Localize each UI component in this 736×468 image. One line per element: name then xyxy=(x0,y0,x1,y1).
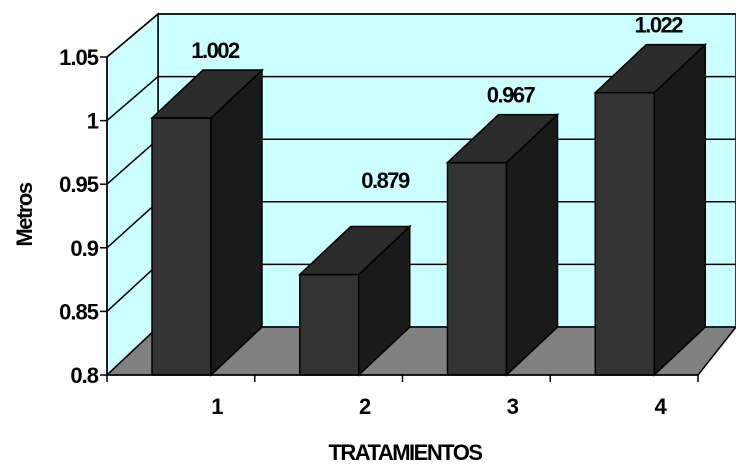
y-tick-label: 0.95 xyxy=(59,172,99,197)
bar-top xyxy=(445,113,560,164)
chart-side-wall xyxy=(106,12,159,377)
y-tick-label: 1.05 xyxy=(59,45,99,70)
bar-front xyxy=(594,91,655,376)
data-label: 0.967 xyxy=(487,83,536,108)
x-axis-label: TRATAMIENTOS xyxy=(328,440,482,465)
x-tick-label: 4 xyxy=(655,394,668,419)
bar xyxy=(593,42,708,377)
bar-side xyxy=(653,42,706,377)
gridline xyxy=(106,13,736,58)
bar-top xyxy=(593,43,708,94)
x-axis: 1 2 3 4 xyxy=(106,374,699,419)
bar-front xyxy=(446,161,508,376)
y-tick-label: 0.9 xyxy=(70,236,98,261)
bar-side xyxy=(210,68,263,377)
bar-front xyxy=(151,117,212,376)
gridline xyxy=(106,75,736,122)
data-labels: 1.002 0.879 0.967 1.022 xyxy=(191,13,685,193)
y-tick-label: 0.85 xyxy=(59,299,99,324)
y-tick-label: 1 xyxy=(87,109,99,134)
x-tick-label: 2 xyxy=(359,394,371,419)
bar xyxy=(150,68,264,377)
data-label: 1.022 xyxy=(634,13,683,38)
bar-front xyxy=(299,273,360,376)
y-axis-label: Metros xyxy=(12,182,37,246)
x-tick-label: 3 xyxy=(507,394,519,419)
data-label: 0.879 xyxy=(361,168,410,193)
bar-top xyxy=(297,225,412,276)
bar-top xyxy=(150,69,264,119)
bar xyxy=(445,112,560,377)
x-tick-label: 1 xyxy=(211,394,223,419)
data-label: 1.002 xyxy=(191,38,240,63)
y-tick-label: 0.8 xyxy=(70,363,98,388)
y-axis: 0.8 0.85 0.9 0.95 1 1.05 xyxy=(59,45,108,388)
